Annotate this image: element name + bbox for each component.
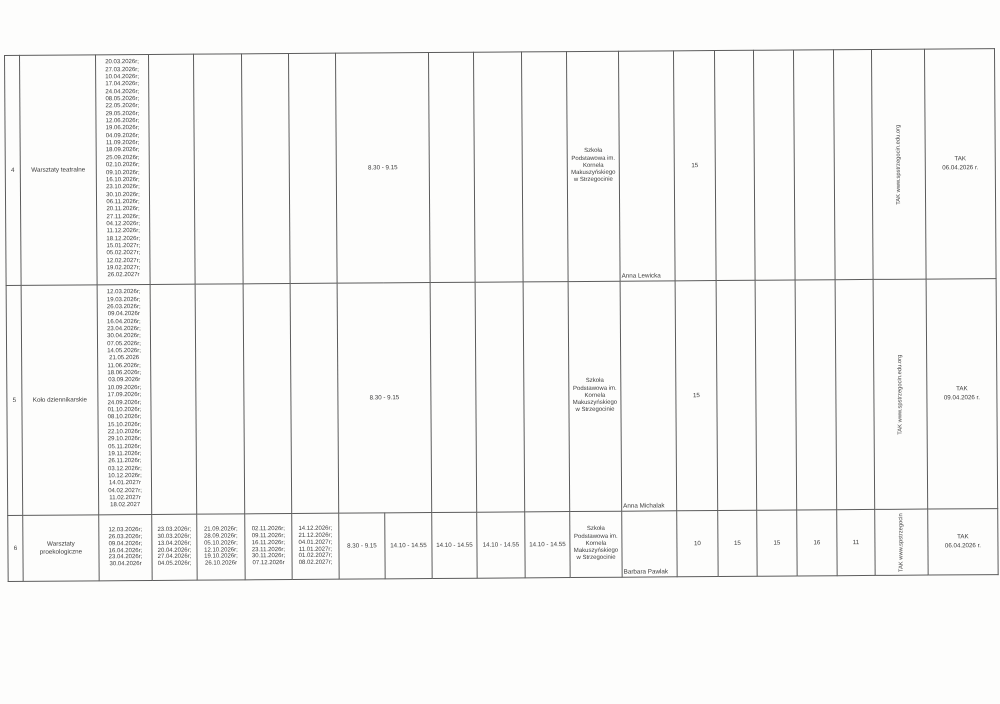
participant-count-cell: 15 [675, 280, 718, 511]
table-row: 6 Warsztaty proekologiczne 12.03.2026r; … [7, 508, 999, 582]
website-note-vertical-text: TAK www.spstrzegocin.edu.org [895, 124, 903, 205]
empty-cell [193, 53, 244, 285]
empty-cell [290, 283, 339, 514]
dates-cell: 12.03.2026r; 26.03.2026r; 09.04.2026r; 1… [98, 514, 153, 581]
row-number-cell: 6 [7, 515, 24, 582]
approval-date: 06.04.2026 r. [944, 541, 982, 549]
approval-cell: TAK 06.04.2026 r. [927, 508, 999, 576]
empty-cell [288, 53, 338, 284]
table-row: 5 Koło dziennikarskie 12.03.2026r; 19.03… [6, 278, 998, 516]
empty-cell [473, 51, 524, 283]
activity-name-cell: Koło dziennikarskie [21, 284, 99, 516]
school-cell: Szkoła Podstawowa im. Kornela Makuszyńsk… [566, 51, 621, 282]
participant-count-cell: 16 [796, 509, 838, 576]
participant-count-cell: 15 [756, 509, 798, 577]
empty-cell [755, 279, 797, 511]
instructor-name-cell: Anna Michalak [620, 280, 677, 512]
row-number-cell: 5 [6, 285, 23, 516]
empty-cell [521, 51, 569, 282]
participant-count-cell: 15 [673, 50, 717, 281]
website-note-vertical-text: TAK www.spstrzegocin.edu.org [897, 354, 904, 435]
website-note-cell: TAK www.spstrzegocin [874, 509, 929, 576]
dates-cell: 14.12.2026r; 21.12.2026r; 04.01.2027r; 1… [291, 513, 340, 580]
empty-cell [150, 284, 197, 515]
time-cell: 8.30 - 9.15 [337, 282, 432, 514]
empty-cell [833, 49, 874, 280]
dates-cell: 12.03.2026r; 19.03.2026r; 26.03.2026r; 0… [97, 284, 152, 515]
instructor-name-cell: Barbara Pawlak [621, 510, 678, 578]
activity-name-cell: Warsztaty proekologiczne [22, 514, 100, 582]
empty-cell [714, 50, 756, 281]
empty-cell [795, 279, 837, 510]
activity-name-cell: Warsztaty teatralne [19, 54, 98, 286]
time-cell: 14.10 - 14.55 [476, 511, 526, 579]
participant-count-cell: 10 [676, 510, 719, 577]
empty-cell [475, 281, 525, 513]
empty-cell [753, 49, 796, 281]
empty-cell [716, 280, 757, 511]
participant-count-cell: 11 [836, 509, 876, 576]
time-cell: 8.30 - 9.15 [338, 512, 386, 580]
approval-cell: TAK 09.04.2026 r. [926, 278, 998, 510]
time-cell: 8.30 - 9.15 [335, 52, 431, 284]
empty-cell [430, 282, 477, 513]
dates-cell: 23.03.2026r; 30.03.2026r; 13.04.2026r; 2… [151, 514, 198, 581]
empty-cell [835, 279, 875, 510]
approval-cell: TAK 06.04.2026 r. [924, 48, 997, 280]
website-note-vertical-text: TAK www.spstrzegocin [898, 512, 905, 572]
approval-date: 06.04.2026 r. [942, 163, 979, 171]
scanned-table: 4 Warsztaty teatralne 20.03.2026r; 27.03… [4, 48, 999, 582]
dates-cell: 02.11.2026r; 09.11.2026r; 16.11.2026r; 2… [244, 513, 293, 580]
time-cell: 14.10 - 14.55 [384, 512, 433, 579]
empty-cell [243, 283, 292, 514]
empty-cell [523, 281, 570, 512]
website-note-cell: TAK www.spstrzegocin.edu.org [871, 49, 927, 280]
instructor-name-cell: Anna Lewicka [618, 50, 676, 282]
activity-schedule-table: 4 Warsztaty teatralne 20.03.2026r; 27.03… [4, 48, 999, 582]
empty-cell [148, 54, 196, 285]
time-cell: 14.10 - 14.55 [431, 512, 478, 579]
empty-cell [195, 283, 245, 515]
dates-cell: 20.03.2026r; 27.03.2026r; 10.04.2026r; 1… [95, 54, 151, 285]
school-cell: Szkoła Podstawowa im. Kornela Makuszyńsk… [569, 511, 623, 578]
dates-cell: 21.09.2026r; 28.09.2026r; 05.10.2026r; 1… [196, 513, 246, 581]
row-number-cell: 4 [4, 55, 22, 286]
empty-cell [793, 49, 836, 280]
website-note-cell: TAK www.spstrzegocin.edu.org [873, 279, 928, 510]
time-cell: 14.10 - 14.55 [524, 511, 571, 578]
participant-count-cell: 15 [717, 510, 758, 577]
approval-date: 09.04.2026 r. [943, 393, 980, 401]
table-row: 4 Warsztaty teatralne 20.03.2026r; 27.03… [4, 48, 997, 286]
empty-cell [241, 53, 291, 284]
empty-cell [428, 52, 476, 283]
school-cell: Szkoła Podstawowa im. Kornela Makuszyńsk… [568, 281, 622, 512]
